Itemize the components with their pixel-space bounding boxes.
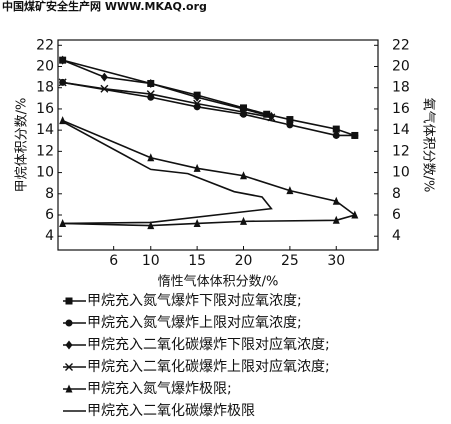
y2-tick-label: 10	[392, 165, 410, 181]
marker	[351, 131, 359, 139]
y-tick-label: 22	[36, 37, 54, 53]
marker	[332, 131, 340, 139]
y-tick-label: 18	[36, 80, 54, 96]
marker	[332, 196, 340, 205]
marker	[193, 92, 201, 102]
marker	[267, 113, 276, 122]
marker	[65, 340, 73, 350]
marker	[240, 216, 248, 225]
marker	[147, 221, 155, 230]
marker	[147, 153, 155, 162]
marker	[193, 218, 201, 227]
y-tick-label: 8	[45, 186, 54, 202]
y-tick-label: 20	[36, 59, 54, 75]
y-tick-label: 4	[45, 228, 54, 244]
marker	[100, 72, 108, 82]
y-tick-label: 6	[45, 207, 54, 223]
marker	[286, 121, 294, 129]
legend-label: 甲烷充入氮气爆炸极限;	[87, 381, 232, 397]
marker	[65, 319, 73, 327]
marker	[351, 210, 359, 219]
marker	[239, 108, 248, 117]
marker	[147, 78, 155, 88]
watermark: 中国煤矿安全生产网 WWW.MKAQ.org	[2, 0, 207, 13]
y2-tick-label: 4	[392, 228, 401, 244]
series-line	[62, 119, 357, 227]
y-axis-label: 甲烷体积分数/%	[15, 98, 30, 193]
plot-frame	[57, 39, 379, 251]
x-tick-label: 20	[235, 253, 253, 269]
marker	[59, 55, 67, 65]
y2-tick-label: 16	[392, 101, 410, 117]
marker	[146, 90, 155, 99]
y-tick-label: 14	[36, 122, 54, 138]
marker	[286, 116, 294, 124]
marker	[65, 297, 73, 305]
y-tick-label: 12	[36, 143, 54, 159]
marker	[193, 163, 201, 172]
x-tick-label: 6	[109, 253, 118, 269]
marker	[332, 125, 340, 133]
x-tick-label: 15	[188, 253, 206, 269]
y2-tick-label: 14	[392, 122, 410, 138]
x-tick-label: 10	[142, 253, 160, 269]
x-axis-label: 惰性气体体积分数/%	[158, 274, 279, 290]
marker	[65, 363, 73, 371]
series-line	[62, 81, 272, 119]
series-line	[62, 59, 356, 137]
marker	[286, 186, 294, 195]
x-tick-label: 30	[327, 253, 345, 269]
y2-tick-label: 22	[392, 37, 410, 53]
y2-tick-label: 12	[392, 143, 410, 159]
marker	[332, 215, 340, 224]
marker	[58, 78, 67, 87]
legend-label: 甲烷充入氮气爆炸下限对应氧浓度;	[87, 292, 302, 309]
x-tick-label: 25	[281, 253, 299, 269]
y2-tick-label: 6	[392, 207, 401, 223]
y2-tick-label: 20	[392, 59, 410, 75]
y-tick-label: 10	[36, 165, 54, 181]
marker	[263, 110, 271, 118]
y2-tick-label: 8	[392, 186, 401, 202]
legend-label: 甲烷充入二氧化碳爆炸下限对应氧浓度;	[87, 336, 330, 353]
series-line	[62, 59, 272, 118]
legend-label: 甲烷充入二氧化碳爆炸上限对应氧浓度;	[87, 358, 330, 375]
y2-axis-label: 氧气体积分数/%	[421, 98, 437, 193]
series-line	[62, 120, 273, 225]
marker	[100, 84, 109, 93]
legend-label: 甲烷充入二氧化碳爆炸极限	[87, 403, 255, 419]
legend-label: 甲烷充入氮气爆炸上限对应氧浓度;	[87, 314, 302, 331]
marker	[240, 171, 248, 180]
y2-tick-label: 18	[392, 80, 410, 96]
marker	[65, 384, 73, 393]
marker	[193, 99, 202, 108]
y-tick-label: 16	[36, 101, 54, 117]
